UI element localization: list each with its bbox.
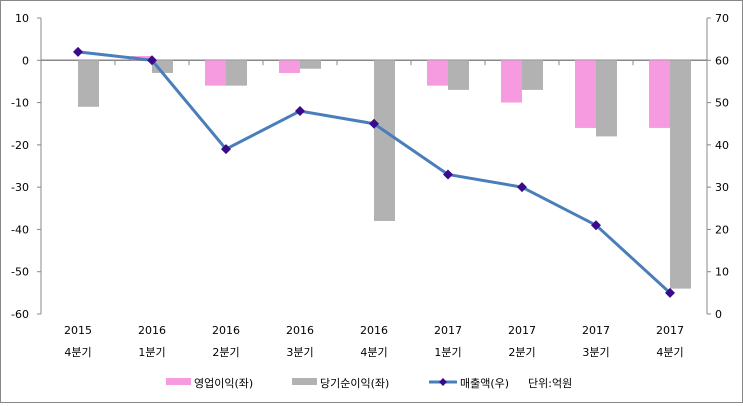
revenue-point: [517, 182, 527, 193]
x-tick-label-year: 2017: [434, 324, 462, 337]
revenue-point: [221, 144, 231, 155]
x-tick-label-quarter: 3분기: [286, 346, 313, 359]
left-tick-label: -60: [11, 308, 29, 321]
left-tick-label: -20: [11, 139, 29, 152]
net-income-bar: [448, 60, 469, 90]
revenue-point: [665, 287, 675, 298]
left-tick-label: 10: [15, 12, 29, 25]
net-income-bar: [596, 60, 617, 137]
net-income-bar: [374, 60, 395, 221]
revenue-point: [147, 55, 157, 66]
right-tick-label: 30: [715, 181, 729, 194]
x-tick-label-quarter: 3분기: [582, 346, 609, 359]
legend-label-operating: 영업이익(좌): [194, 377, 253, 390]
x-tick-label-quarter: 4분기: [64, 346, 91, 359]
right-tick-label: 60: [715, 54, 729, 67]
net-income-bar: [226, 60, 247, 86]
legend-label-revenue: 매출액(우): [460, 377, 509, 390]
right-tick-label: 10: [715, 266, 729, 279]
x-tick-label-year: 2016: [138, 324, 166, 337]
net-income-bar: [670, 60, 691, 289]
right-tick-label: 70: [715, 12, 729, 25]
x-tick-label-year: 2016: [360, 324, 388, 337]
net-income-bar: [78, 60, 99, 107]
legend-marker-revenue: [439, 378, 447, 386]
right-tick-label: 0: [715, 308, 722, 321]
operating-profit-bar: [205, 60, 226, 86]
operating-profit-bar: [649, 60, 670, 128]
legend-swatch-operating: [166, 378, 191, 385]
x-tick-label-quarter: 2분기: [508, 346, 535, 359]
operating-profit-bar: [427, 60, 448, 86]
left-tick-label: -30: [11, 181, 29, 194]
revenue-point: [591, 220, 601, 231]
revenue-point: [369, 118, 379, 129]
x-tick-label-year: 2015: [64, 324, 92, 337]
net-income-bar: [522, 60, 543, 90]
left-tick-label: 0: [22, 54, 29, 67]
revenue-point: [443, 169, 453, 180]
x-tick-label-quarter: 2분기: [212, 346, 239, 359]
x-tick-label-year: 2016: [286, 324, 314, 337]
left-tick-label: -10: [11, 97, 29, 110]
revenue-point: [73, 46, 83, 57]
unit-note: 단위:억원: [528, 377, 572, 390]
x-tick-label-year: 2017: [508, 324, 536, 337]
revenue-point: [295, 106, 305, 117]
x-tick-label-quarter: 1분기: [138, 346, 165, 359]
operating-profit-bar: [279, 60, 300, 73]
right-tick-label: 20: [715, 223, 729, 236]
right-tick-label: 40: [715, 139, 729, 152]
legend-swatch-net: [292, 378, 317, 385]
x-tick-label-quarter: 4분기: [360, 346, 387, 359]
net-income-bar: [152, 60, 173, 73]
x-tick-label-quarter: 4분기: [656, 346, 683, 359]
right-tick-label: 50: [715, 97, 729, 110]
x-tick-label-year: 2017: [656, 324, 684, 337]
x-tick-label-year: 2017: [582, 324, 610, 337]
legend-label-net: 당기순이익(좌): [320, 377, 389, 390]
x-tick-label-year: 2016: [212, 324, 240, 337]
x-tick-label-quarter: 1분기: [434, 346, 461, 359]
net-income-bar: [300, 60, 321, 69]
operating-profit-bar: [501, 60, 522, 103]
left-tick-label: -40: [11, 223, 29, 236]
operating-profit-bar: [575, 60, 596, 128]
left-tick-label: -50: [11, 266, 29, 279]
